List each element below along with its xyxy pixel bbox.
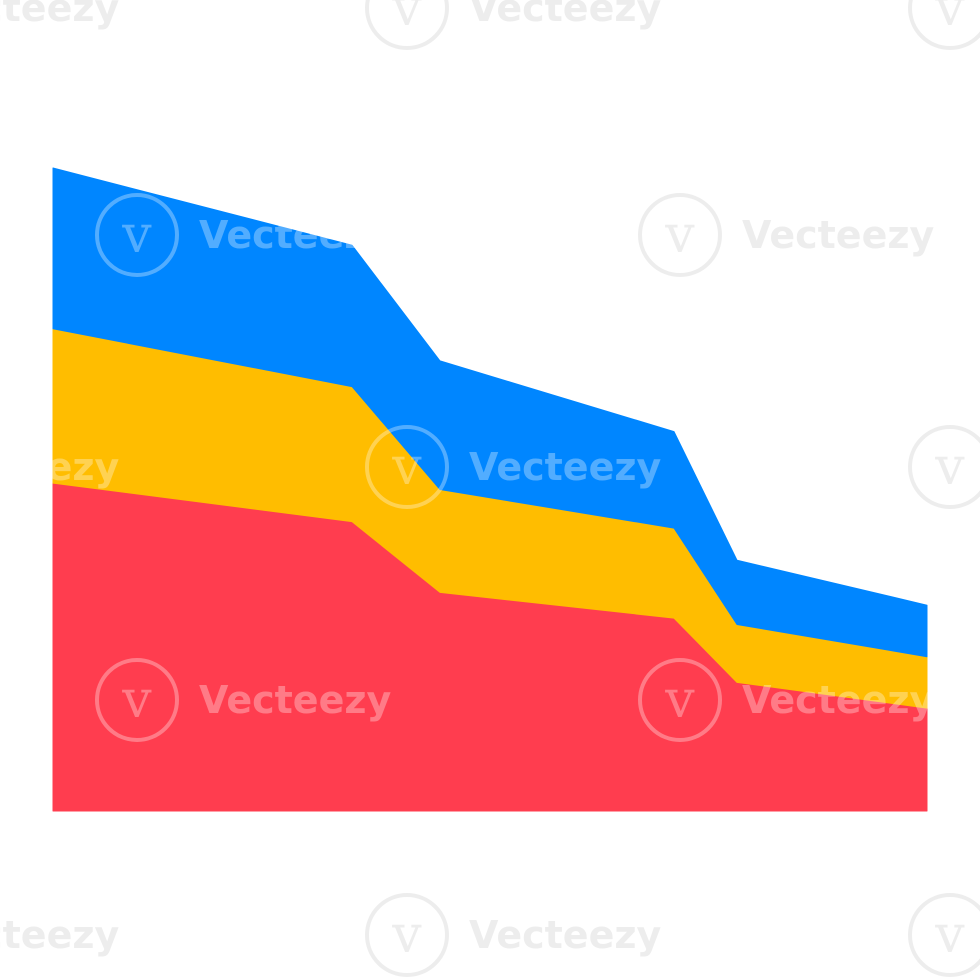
watermark-logo-icon bbox=[365, 0, 449, 50]
watermark: v Vecteezy bbox=[95, 193, 391, 277]
watermark-logo-icon bbox=[365, 425, 449, 509]
watermark: v Vecteezy bbox=[365, 0, 661, 50]
watermark-logo-glyph: v bbox=[934, 905, 965, 965]
watermark-logo-glyph: v bbox=[664, 670, 695, 730]
watermark-logo-icon bbox=[95, 193, 179, 277]
watermark-text: Vecteezy bbox=[199, 213, 391, 257]
watermark-logo-icon bbox=[638, 193, 722, 277]
watermark-logo-glyph: v bbox=[934, 0, 965, 38]
watermark-logo-glyph: v bbox=[934, 437, 965, 497]
watermark-text: Vecteezy bbox=[0, 0, 119, 30]
watermark: v Vecteezy bbox=[95, 658, 391, 742]
watermark-logo-icon bbox=[908, 893, 980, 977]
areas-layer bbox=[52, 167, 928, 812]
watermark-text: Vecteezy bbox=[469, 0, 661, 30]
watermark-logo-glyph: v bbox=[121, 670, 152, 730]
watermark-logo-glyph: v bbox=[664, 205, 695, 265]
watermark-text: Vecteezy bbox=[742, 213, 934, 257]
watermark-text: Vecteezy bbox=[742, 678, 934, 722]
watermark: v Vecteezy bbox=[638, 193, 934, 277]
watermark-text: Vecteezy bbox=[0, 445, 119, 489]
watermark-logo-icon bbox=[638, 658, 722, 742]
watermark-logo-icon bbox=[95, 658, 179, 742]
watermark-logo-glyph: v bbox=[391, 437, 422, 497]
watermark-logo-icon bbox=[908, 425, 980, 509]
watermark: v Vecteezy bbox=[365, 425, 661, 509]
watermark-text: Vecteezy bbox=[0, 913, 119, 957]
watermark: v Vecteezy bbox=[638, 658, 934, 742]
watermark-text: Vecteezy bbox=[469, 445, 661, 489]
watermark-logo-icon bbox=[365, 893, 449, 977]
watermark-logo-glyph: v bbox=[121, 205, 152, 265]
watermark-logo-icon bbox=[908, 0, 980, 50]
watermark-logo-glyph: v bbox=[391, 0, 422, 38]
area-series-3 bbox=[52, 167, 928, 658]
watermark-text: Vecteezy bbox=[199, 678, 391, 722]
watermark: v Vecteezy bbox=[365, 893, 661, 977]
watermark-logo-glyph: v bbox=[391, 905, 422, 965]
watermark-text: Vecteezy bbox=[469, 913, 661, 957]
